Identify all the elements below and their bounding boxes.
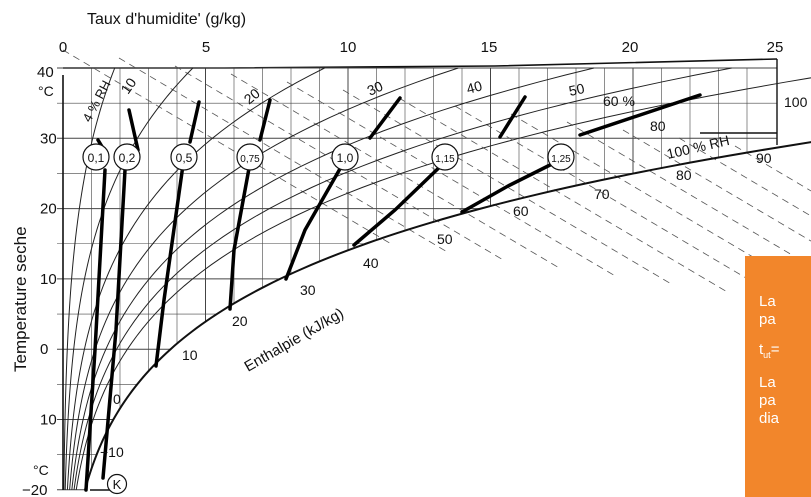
enthalpy-dashed-line [622, 129, 811, 242]
temperature-tick-label: 40 [37, 64, 54, 81]
enthalpy-scale-label: 100 [784, 94, 808, 110]
ratio-line [228, 161, 252, 311]
ratio-label: 0,1 [88, 151, 105, 165]
callout-formula-sub: ut [763, 350, 771, 360]
ratio-circle [547, 143, 575, 171]
ratio-line [352, 158, 449, 247]
top-boundary [63, 58, 778, 69]
enthalpy-scale-label: 80 [650, 118, 666, 134]
enthalpy-title: Enthalpie (kJ/kg) [242, 305, 347, 376]
ratio-line-upper [498, 95, 527, 139]
enthalpy-scale-label: 10 [182, 347, 198, 363]
humidity-tick-label: 25 [767, 39, 784, 56]
enthalpy-scale-label: 90 [756, 150, 772, 166]
enthalpy-scale-label: 70 [594, 186, 610, 202]
ratio-line [84, 168, 107, 492]
ratio-circle [331, 143, 359, 171]
ratio-line-upper [368, 96, 402, 140]
rh-4-label: 4 % RH [79, 78, 113, 125]
ratio-circle [113, 143, 141, 171]
ratio-line [284, 158, 347, 281]
callout-formula-eq: = [770, 341, 780, 358]
enthalpy-dashed-line [118, 57, 450, 254]
enthalpy-dashed-line [342, 89, 674, 286]
humidity-tick-label: 15 [481, 39, 498, 56]
callout-line-2: pa [759, 311, 776, 328]
ratio-label: 0,75 [240, 154, 260, 165]
rh-curve [69, 67, 459, 490]
enthalpy-scale-label: 40 [363, 255, 379, 271]
enthalpy-scale-label: −10 [100, 444, 124, 460]
enthalpy-dashed-line [230, 73, 562, 270]
enthalpy-dashed-line [566, 121, 811, 267]
callout-line-5: pa [759, 392, 776, 409]
ratio-circle [82, 143, 110, 171]
ratio-label: 0,2 [119, 151, 136, 165]
humidity-tick-label: 10 [340, 39, 357, 56]
saturation-curve [84, 141, 811, 491]
enthalpy-dashed-line [62, 49, 394, 246]
temperature-tick-label: 10 [40, 271, 57, 288]
ratio-label: 1,0 [337, 151, 354, 165]
point-k-label: K [113, 477, 122, 492]
orange-callout-box: La pa tut= La pa dia [745, 256, 811, 497]
callout-line-1: La [759, 293, 776, 310]
ratio-circle [236, 143, 264, 171]
chart-text: 0,1 0,2 0,5 0,75 1,0 1,15 1,25 Taux d'humidite'… [11, 11, 808, 497]
ratio-line [460, 158, 562, 214]
rh-60-label: 60 % [603, 93, 635, 109]
rh-curve-label: 50 [567, 80, 586, 99]
callout-formula-t: t [759, 341, 764, 358]
ratio-line-upper [188, 100, 201, 144]
rh-curve [64, 67, 194, 490]
left-axis-title: Temperature seche [11, 226, 30, 372]
ratio-line [101, 168, 127, 480]
enthalpy-scale-label: 20 [232, 313, 248, 329]
rh-curve-label: 30 [365, 78, 386, 99]
humidity-tick-label: 5 [202, 39, 210, 56]
temperature-tick-label: 30 [40, 130, 57, 147]
ratio-label: 0,5 [176, 151, 193, 165]
enthalpy-scale-label: 50 [437, 231, 453, 247]
enthalpy-dashed-line [286, 81, 618, 278]
point-k-circle [106, 473, 128, 495]
enthalpy-scale-label: 30 [300, 282, 316, 298]
rh-curve [75, 77, 811, 490]
ratio-label: 1,25 [551, 154, 571, 165]
rh-curve [71, 67, 595, 490]
rh-curve-label: 40 [465, 77, 484, 97]
enthalpy-scale-label: 0 [113, 391, 121, 407]
humidity-tick-label: 20 [622, 39, 639, 56]
enthalpy-dashed-line [398, 97, 730, 294]
ratio-line-upper [578, 93, 702, 137]
temperature-tick-label: 10 [40, 412, 57, 429]
ratio-line-upper [127, 108, 140, 152]
ratio-line-upper [258, 98, 272, 142]
chart-curves [62, 67, 811, 492]
enthalpy-scale-label: 80 [676, 167, 692, 183]
rh-curve [73, 67, 732, 490]
enthalpy-scale-label: 60 [513, 203, 529, 219]
callout-line-4: La [759, 374, 776, 391]
ratio-circle [170, 143, 198, 171]
chart-grid [57, 49, 811, 491]
enthalpy-dashed-line [454, 105, 786, 302]
humidity-tick-label: 0 [59, 39, 67, 56]
ratio-circle [431, 143, 459, 171]
enthalpy-dashed-line [734, 145, 811, 192]
temperature-unit-bottom: °C [33, 462, 49, 478]
temperature-tick-label: 0 [40, 341, 48, 358]
callout-line-6: dia [759, 410, 780, 427]
temperature-tick-label: −20 [22, 482, 47, 497]
rh-curve [66, 67, 325, 490]
top-axis-title: Taux d'humidite' (g/kg) [87, 11, 246, 28]
enthalpy-dashed-line [678, 137, 811, 217]
ratio-line [154, 163, 185, 368]
temperature-unit-top: °C [38, 83, 54, 99]
enthalpy-dashed-line [174, 65, 506, 262]
temperature-tick-label: 20 [40, 201, 57, 218]
ratio-label: 1,15 [435, 154, 455, 165]
rh-curve [63, 67, 116, 490]
